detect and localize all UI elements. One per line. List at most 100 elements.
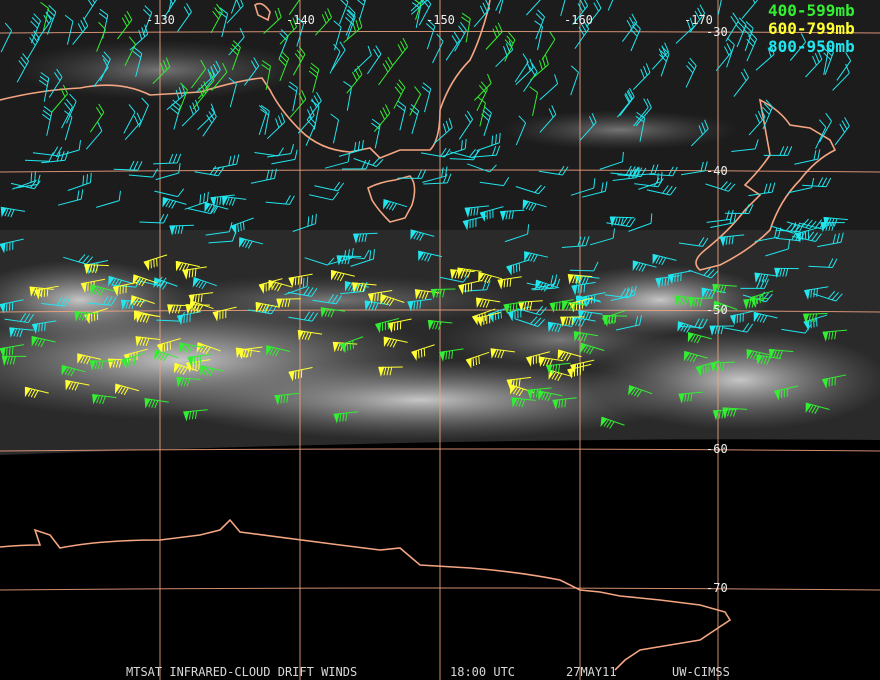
wind-barb: [255, 301, 280, 313]
wind-barb: [821, 374, 847, 389]
wind-barb: [418, 0, 432, 26]
wind-barb: [353, 157, 384, 167]
wind-barb: [571, 281, 596, 296]
wind-barb: [722, 407, 747, 418]
wind-barb: [532, 278, 561, 291]
wind-barb: [378, 56, 394, 86]
wind-barb: [621, 13, 638, 43]
wind-barb: [153, 153, 182, 165]
wind-barb: [41, 106, 53, 136]
wind-barb: [142, 5, 153, 36]
wind-barb: [723, 322, 754, 333]
wind-barb: [823, 44, 834, 75]
wind-barb: [84, 263, 109, 275]
wind-barb: [560, 316, 585, 327]
wind-barb: [430, 288, 456, 300]
wind-barb: [205, 222, 233, 236]
wind-barb: [139, 213, 169, 224]
wind-barb: [364, 300, 389, 311]
wind-barb: [819, 112, 832, 143]
wind-barb: [733, 68, 749, 97]
wind-barb: [276, 298, 301, 309]
wind-barb: [741, 0, 758, 19]
latitude-label: -60: [706, 442, 728, 456]
wind-barb: [258, 105, 268, 136]
wind-barb: [96, 190, 121, 208]
wind-barb: [48, 68, 63, 98]
wind-barb: [581, 181, 608, 198]
wind-barb: [477, 96, 486, 127]
wind-barb: [805, 402, 830, 415]
wind-barb: [330, 269, 355, 282]
wind-barb: [336, 255, 362, 266]
wind-barb: [580, 342, 605, 355]
wind-barb: [343, 17, 363, 43]
wind-barbs: [0, 0, 852, 429]
wind-barb: [688, 297, 713, 309]
wind-barb: [178, 82, 188, 113]
wind-barb: [628, 385, 653, 398]
wind-barb: [632, 260, 657, 272]
wind-barb: [515, 184, 546, 195]
wind-barb: [552, 397, 577, 410]
wind-barb: [836, 52, 852, 81]
wind-barb: [475, 297, 501, 308]
wind-barb: [87, 295, 117, 306]
wind-barb: [743, 297, 768, 310]
wind-barb: [710, 361, 735, 373]
wind-barb: [352, 282, 377, 293]
wind-barb: [154, 188, 185, 198]
wind-barb: [609, 216, 635, 227]
wind-barb: [250, 168, 278, 184]
wind-barb: [167, 304, 192, 315]
wind-barb: [226, 0, 244, 24]
footer-time: 18:00 UTC: [450, 665, 515, 679]
wind-barb: [112, 281, 138, 297]
longitude-label: -160: [564, 13, 593, 27]
wind-barb: [495, 40, 514, 68]
wind-barb: [485, 22, 503, 50]
wind-barb: [675, 17, 694, 44]
wind-barb: [619, 87, 635, 117]
wind-barb: [539, 356, 564, 367]
wind-barb: [138, 97, 149, 128]
longitude-label: -170: [684, 13, 713, 27]
wind-barb: [503, 300, 528, 315]
wind-barb: [297, 106, 315, 134]
wind-barb: [397, 169, 427, 179]
wind-barb: [182, 266, 207, 280]
wind-barb: [803, 314, 828, 331]
wind-barb: [762, 99, 773, 130]
wind-barb: [805, 50, 823, 78]
wind-barb: [689, 4, 706, 33]
wind-barb: [678, 391, 703, 404]
wind-barb: [789, 32, 807, 61]
wind-barb: [152, 57, 171, 85]
wind-barb: [254, 147, 284, 157]
wind-barb: [320, 307, 346, 318]
latitude-label: -40: [706, 164, 728, 178]
wind-barb: [179, 342, 204, 354]
wind-barb: [481, 106, 492, 136]
wind-barb: [646, 185, 677, 196]
wind-barb: [204, 202, 229, 214]
wind-barb: [156, 337, 181, 354]
wind-barb: [392, 37, 408, 66]
wind-barb: [615, 315, 643, 331]
wind-barb: [504, 224, 530, 243]
wind-barb: [235, 347, 261, 358]
wind-barb: [331, 41, 346, 71]
wind-barb: [297, 330, 323, 341]
wind-barb: [343, 81, 353, 111]
wind-barb: [338, 139, 364, 157]
wind-barb: [108, 275, 133, 288]
wind-barb: [218, 7, 229, 38]
wind-barb: [352, 232, 378, 244]
wind-barb: [338, 0, 349, 25]
wind-barb: [726, 37, 735, 68]
wind-barb: [289, 90, 307, 118]
wind-barb: [315, 8, 333, 36]
legend-entry: 400-599mb: [768, 1, 855, 20]
wind-barb: [407, 298, 432, 312]
longitude-labels: -130 -140 -150 -160 -170: [146, 13, 713, 27]
